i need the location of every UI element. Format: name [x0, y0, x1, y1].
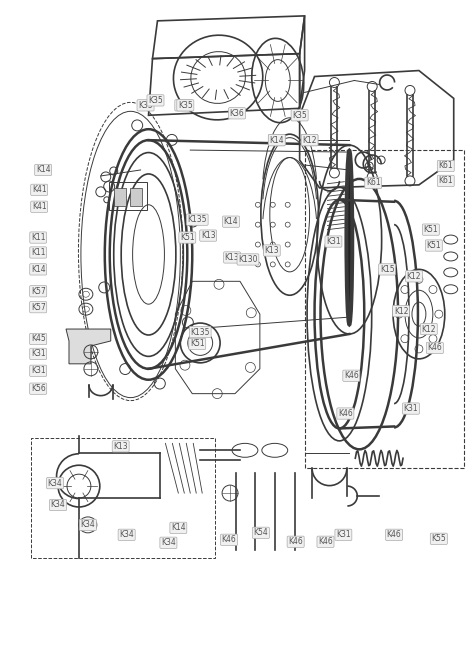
- Text: K34: K34: [48, 478, 63, 488]
- Text: K135: K135: [191, 328, 210, 337]
- Text: K11: K11: [31, 248, 46, 257]
- Text: K36: K36: [229, 109, 245, 118]
- Text: K130: K130: [238, 255, 258, 264]
- Text: K56: K56: [31, 384, 46, 393]
- Text: K41: K41: [32, 202, 46, 211]
- Text: K46: K46: [428, 343, 442, 353]
- Text: K35: K35: [176, 101, 191, 110]
- Text: K55: K55: [431, 535, 446, 543]
- Text: K35: K35: [148, 96, 163, 105]
- Text: K14: K14: [224, 217, 238, 226]
- Text: K12: K12: [421, 324, 436, 334]
- Text: K45: K45: [31, 334, 46, 343]
- Text: K12: K12: [394, 306, 408, 316]
- Bar: [129, 188, 142, 206]
- Ellipse shape: [346, 151, 352, 324]
- Text: K13: K13: [201, 231, 216, 240]
- Text: K51: K51: [190, 339, 205, 349]
- Text: K31: K31: [336, 531, 351, 539]
- Text: K46: K46: [288, 537, 303, 547]
- Text: K34: K34: [81, 520, 95, 529]
- Text: K13: K13: [264, 246, 279, 255]
- Text: K35: K35: [138, 101, 153, 110]
- Bar: [109, 182, 146, 210]
- Text: K54: K54: [254, 529, 268, 537]
- Text: K41: K41: [32, 185, 46, 195]
- Text: K61: K61: [366, 179, 381, 187]
- Text: K11: K11: [31, 233, 46, 242]
- Bar: [114, 188, 126, 206]
- Text: K51: K51: [424, 225, 438, 234]
- Text: K46: K46: [318, 537, 333, 547]
- Text: K135: K135: [188, 215, 207, 224]
- Text: K14: K14: [171, 523, 186, 533]
- Text: K51: K51: [180, 233, 195, 242]
- Text: K31: K31: [404, 404, 418, 413]
- Text: K51: K51: [427, 241, 441, 250]
- Text: K57: K57: [31, 302, 46, 312]
- Text: K12: K12: [302, 136, 317, 145]
- Text: K46: K46: [222, 535, 237, 545]
- Text: K15: K15: [380, 265, 394, 274]
- Text: K12: K12: [407, 272, 421, 281]
- Text: K35: K35: [292, 111, 307, 120]
- Text: K12: K12: [302, 136, 317, 145]
- Text: K34: K34: [161, 539, 176, 547]
- Text: K57: K57: [31, 287, 46, 296]
- Polygon shape: [66, 329, 111, 364]
- Text: K46: K46: [338, 409, 353, 418]
- Text: K46: K46: [387, 531, 401, 539]
- Text: K14: K14: [269, 136, 284, 145]
- Text: K61: K61: [438, 177, 453, 185]
- Text: K14: K14: [31, 265, 46, 274]
- Text: K31: K31: [326, 237, 341, 246]
- Text: K61: K61: [438, 161, 453, 171]
- Text: K14: K14: [36, 165, 50, 175]
- Text: K46: K46: [344, 371, 359, 380]
- Text: K13: K13: [225, 253, 239, 262]
- Text: K35: K35: [178, 101, 192, 110]
- Text: K13: K13: [113, 442, 128, 451]
- Text: K31: K31: [31, 349, 46, 359]
- Text: K31: K31: [31, 367, 46, 375]
- Text: K14: K14: [269, 136, 284, 145]
- Text: K34: K34: [119, 531, 134, 539]
- Text: K34: K34: [51, 500, 65, 510]
